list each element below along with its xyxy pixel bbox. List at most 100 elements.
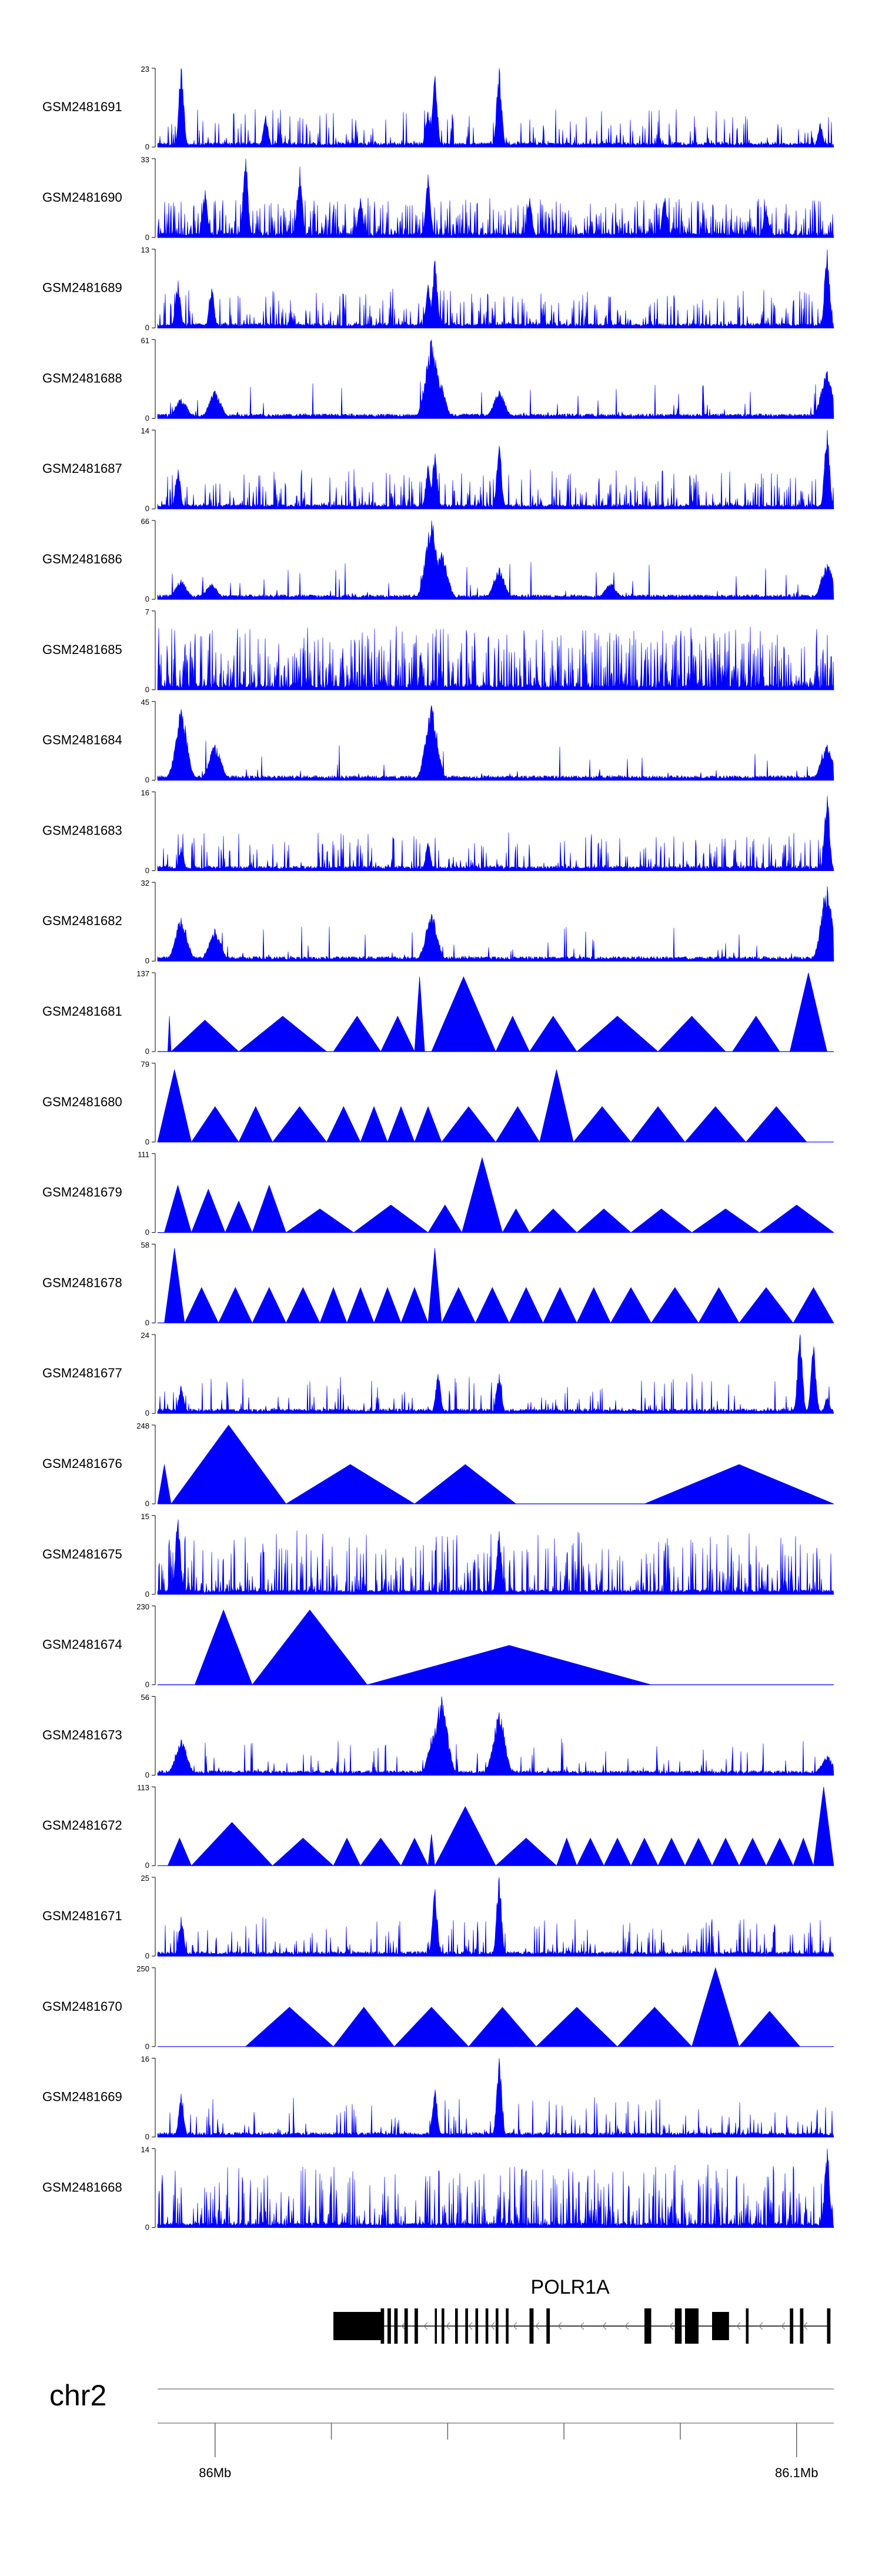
y-max-label: 32 bbox=[141, 879, 149, 887]
track-GSM2481672: GSM2481672 113 0 bbox=[42, 1783, 834, 1870]
strand-arrow bbox=[490, 2322, 495, 2330]
exon bbox=[404, 2308, 408, 2344]
exon bbox=[674, 2308, 682, 2344]
track-GSM2481680: GSM2481680 79 0 bbox=[42, 1060, 834, 1146]
track-GSM2481691: GSM2481691 23 0 bbox=[42, 65, 834, 151]
y-min-label: 0 bbox=[145, 413, 149, 422]
strand-arrow bbox=[781, 2322, 786, 2330]
track-label: GSM2481670 bbox=[42, 1999, 122, 2014]
coverage-area bbox=[157, 796, 834, 871]
exon bbox=[746, 2308, 749, 2344]
exon bbox=[546, 2308, 550, 2344]
track-GSM2481686: GSM2481686 66 0 bbox=[42, 517, 834, 603]
exon bbox=[435, 2308, 437, 2344]
track-GSM2481679: GSM2481679 111 0 bbox=[42, 1150, 834, 1237]
coverage-area bbox=[157, 68, 834, 148]
coverage-area bbox=[157, 1334, 834, 1414]
strand-arrow bbox=[759, 2322, 763, 2330]
coverage-area bbox=[194, 1609, 652, 1685]
y-min-label: 0 bbox=[145, 323, 149, 332]
strand-arrow bbox=[803, 2322, 808, 2330]
y-min-label: 0 bbox=[145, 1590, 149, 1599]
track-label: GSM2481689 bbox=[42, 281, 122, 295]
coverage-tracks: GSM2481691230GSM2481690330GSM2481689130G… bbox=[42, 65, 834, 2231]
y-min-label: 0 bbox=[145, 142, 149, 151]
y-max-label: 25 bbox=[141, 1874, 149, 1883]
exon bbox=[387, 2308, 391, 2344]
track-label: GSM2481685 bbox=[42, 642, 122, 657]
y-min-label: 0 bbox=[145, 595, 149, 603]
track-label: GSM2481679 bbox=[42, 1185, 122, 1200]
y-min-label: 0 bbox=[145, 2133, 149, 2141]
y-min-label: 0 bbox=[145, 1951, 149, 1960]
exon bbox=[800, 2308, 804, 2344]
strand-arrow bbox=[669, 2322, 674, 2330]
y-max-label: 7 bbox=[145, 608, 149, 616]
y-max-label: 79 bbox=[141, 1060, 149, 1069]
track-label: GSM2481675 bbox=[42, 1547, 122, 1561]
coverage-area bbox=[157, 520, 834, 600]
y-max-label: 111 bbox=[138, 1150, 149, 1159]
track-GSM2481673: GSM2481673 56 0 bbox=[42, 1693, 834, 1779]
track-GSM2481670: GSM2481670 250 0 bbox=[42, 1964, 834, 2051]
track-GSM2481687: GSM2481687 14 0 bbox=[42, 426, 834, 513]
track-label: GSM2481671 bbox=[42, 1908, 122, 1923]
y-max-label: 250 bbox=[136, 1964, 149, 1973]
y-max-label: 14 bbox=[141, 426, 149, 435]
coverage-area bbox=[157, 430, 834, 509]
y-min-label: 0 bbox=[145, 1047, 149, 1056]
coverage-area bbox=[245, 1967, 801, 2047]
y-max-label: 16 bbox=[141, 2055, 149, 2064]
track-GSM2481668: GSM2481668 14 0 bbox=[42, 2145, 834, 2231]
gene-label: POLR1A bbox=[531, 2276, 610, 2298]
y-max-label: 23 bbox=[141, 65, 149, 74]
track-label: GSM2481677 bbox=[42, 1366, 122, 1380]
track-label: GSM2481688 bbox=[42, 371, 122, 385]
coverage-area bbox=[157, 2148, 834, 2228]
strand-arrow bbox=[423, 2322, 428, 2330]
y-min-label: 0 bbox=[145, 1770, 149, 1779]
track-label: GSM2481686 bbox=[42, 552, 122, 566]
track-label: GSM2481680 bbox=[42, 1095, 122, 1109]
exon bbox=[529, 2308, 534, 2344]
track-GSM2481684: GSM2481684 45 0 bbox=[42, 698, 834, 785]
coverage-area bbox=[157, 249, 834, 328]
y-min-label: 0 bbox=[145, 956, 149, 965]
track-label: GSM2481668 bbox=[42, 2180, 122, 2194]
exon bbox=[475, 2308, 479, 2344]
chromosome-label: chr2 bbox=[49, 2379, 106, 2412]
y-max-label: 113 bbox=[137, 1783, 149, 1792]
strand-arrow bbox=[513, 2322, 517, 2330]
coverage-area bbox=[157, 158, 834, 238]
track-GSM2481682: GSM2481682 32 0 bbox=[42, 879, 834, 965]
y-max-label: 14 bbox=[141, 2145, 149, 2154]
exon bbox=[333, 2312, 381, 2340]
track-GSM2481676: GSM2481676 248 0 bbox=[42, 1422, 834, 1508]
y-max-label: 13 bbox=[141, 246, 149, 255]
exon bbox=[685, 2308, 692, 2344]
track-label: GSM2481681 bbox=[42, 1004, 122, 1019]
y-min-label: 0 bbox=[145, 1499, 149, 1508]
track-label: GSM2481672 bbox=[42, 1818, 122, 1833]
y-min-label: 0 bbox=[145, 866, 149, 875]
exon bbox=[380, 2308, 385, 2344]
strand-arrow bbox=[736, 2322, 741, 2330]
coverage-area bbox=[157, 1424, 834, 1504]
track-GSM2481677: GSM2481677 24 0 bbox=[42, 1331, 834, 1417]
track-label: GSM2481684 bbox=[42, 733, 122, 748]
y-max-label: 61 bbox=[141, 336, 149, 345]
y-max-label: 24 bbox=[141, 1331, 149, 1340]
y-min-label: 0 bbox=[145, 685, 149, 694]
y-max-label: 15 bbox=[141, 1512, 149, 1521]
track-GSM2481674: GSM2481674 230 0 bbox=[42, 1603, 834, 1689]
track-label: GSM2481669 bbox=[42, 2090, 122, 2104]
coverage-area bbox=[164, 1248, 834, 1323]
coverage-area bbox=[157, 339, 834, 419]
exon bbox=[691, 2308, 699, 2344]
y-min-label: 0 bbox=[145, 1861, 149, 1870]
chromosome-axis: chr2 86Mb 86.1Mb bbox=[49, 2379, 834, 2480]
strand-arrow bbox=[535, 2322, 540, 2330]
strand-arrow bbox=[624, 2322, 629, 2330]
exon bbox=[496, 2308, 499, 2344]
